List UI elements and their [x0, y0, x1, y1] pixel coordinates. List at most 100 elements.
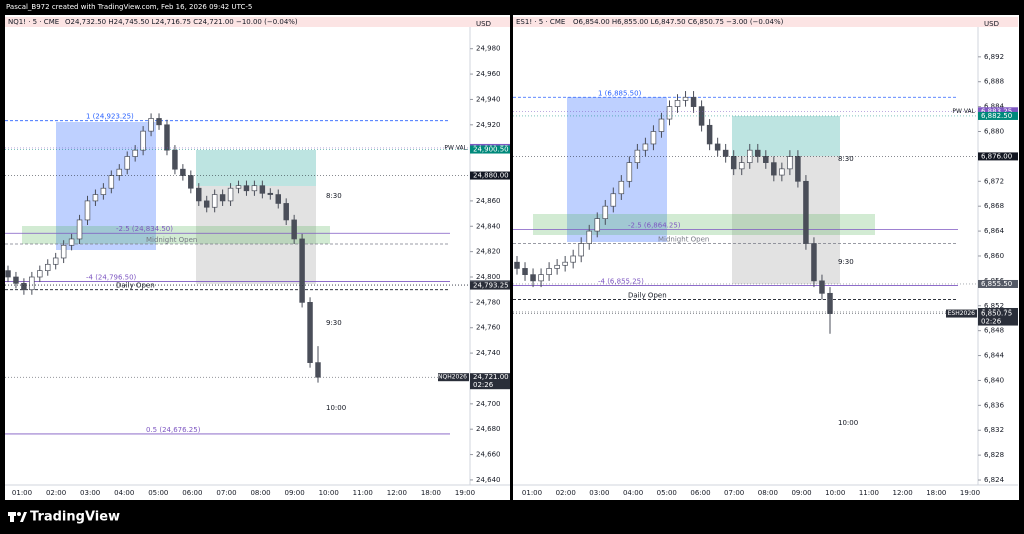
candle-body — [562, 261, 568, 266]
candle-body — [618, 180, 625, 195]
y-tick-label: 6,860 — [984, 252, 1004, 260]
candle-body — [610, 193, 617, 207]
x-tick-label: 04:00 — [623, 489, 643, 497]
candle-body — [554, 264, 560, 269]
candle-body — [827, 292, 833, 314]
y-tick-label: 24,980 — [476, 45, 501, 53]
currency: USD — [984, 20, 999, 28]
candle-body — [594, 218, 601, 232]
y-tick-label: 6,836 — [984, 401, 1005, 409]
credit: Pascal_B972 created with TradingView.com… — [6, 3, 252, 11]
x-tick-label: 08:00 — [758, 489, 778, 497]
y-tick-label: 6,880 — [984, 128, 1004, 136]
candle-body — [578, 243, 584, 257]
header-band — [513, 17, 1018, 27]
x-tick-label: 07:00 — [216, 489, 236, 497]
level-label: -4 (24,796.50) — [86, 273, 137, 281]
candle-body — [116, 168, 123, 176]
symbol: ES1! · 5 · CME — [516, 18, 565, 26]
candle-body — [602, 205, 609, 219]
candle-body — [291, 219, 297, 240]
candle-body — [819, 280, 825, 294]
candle-body — [682, 96, 689, 101]
candle-body — [307, 302, 313, 363]
candle-body — [275, 194, 281, 204]
level-label: -4 (6,855.25) — [598, 278, 644, 286]
x-tick-label: 04:00 — [114, 489, 134, 497]
candle-body — [267, 192, 274, 195]
countdown: 02:26 — [981, 318, 1002, 326]
candle-body — [45, 263, 51, 272]
candle-body — [522, 268, 528, 275]
tag-box — [946, 309, 977, 318]
x-tick-label: 06:00 — [690, 489, 710, 497]
x-tick-label: 06:00 — [182, 489, 202, 497]
price-tag — [978, 152, 1018, 161]
candle-body — [626, 162, 633, 182]
tag-box — [438, 373, 469, 382]
y-tick-label: 6,888 — [984, 78, 1004, 86]
candle-body — [530, 274, 536, 282]
x-tick-label: 01:00 — [12, 489, 32, 497]
y-tick-label: 6,868 — [984, 202, 1004, 210]
candle-body — [203, 200, 210, 208]
level-label: 0.5 (24,676.25) — [146, 426, 201, 434]
zone — [22, 226, 330, 244]
candle-body — [738, 162, 745, 170]
zone — [533, 214, 875, 235]
level-label: 1 (24,923.25) — [86, 113, 134, 121]
candle-body — [5, 270, 11, 278]
candle-body — [787, 156, 793, 170]
x-tick-label: 07:00 — [724, 489, 744, 497]
y-tick-label: 6,848 — [984, 327, 1004, 335]
symbol: NQ1! · 5 · CME — [8, 18, 59, 26]
countdown: 02:26 — [473, 381, 494, 389]
panel-right — [513, 15, 1019, 500]
candle-body — [84, 200, 91, 221]
candle-body — [196, 187, 202, 202]
x-tick-label: 19:00 — [455, 489, 475, 497]
logo-mark — [10, 512, 14, 522]
price-label: 6,882.50 — [981, 112, 1012, 120]
candle-body — [811, 243, 817, 282]
candle-body — [650, 131, 657, 145]
candle-body — [251, 185, 258, 192]
candle-body — [803, 180, 809, 244]
y-tick-label: 24,640 — [476, 476, 501, 484]
price-label: 24,793.25 — [473, 282, 509, 290]
candle-body — [514, 261, 520, 269]
candle-body — [60, 244, 67, 259]
y-tick-label: 24,860 — [476, 197, 501, 205]
candle-body — [227, 187, 234, 202]
logo: TradingView — [8, 510, 120, 525]
tag: NQH2026 — [438, 374, 467, 381]
candle-body — [666, 106, 673, 120]
x-tick-label: 12:00 — [387, 489, 407, 497]
x-tick-label: 19:00 — [960, 489, 980, 497]
y-tick-label: 6,828 — [984, 451, 1004, 459]
price-tag — [978, 107, 1018, 116]
x-tick-label: 10:00 — [319, 489, 339, 497]
y-tick-label: 24,760 — [476, 324, 501, 332]
y-tick-label: 6,852 — [984, 302, 1004, 310]
x-tick-label: 18:00 — [421, 489, 441, 497]
y-tick-label: 24,960 — [476, 70, 501, 78]
price-label: 24,721.00 — [473, 373, 509, 381]
candle-body — [795, 156, 801, 182]
candle-body — [164, 124, 170, 151]
candle-body — [29, 276, 35, 291]
candle-body — [779, 168, 785, 176]
zone — [567, 97, 667, 242]
x-tick-label: 01:00 — [522, 489, 542, 497]
price-tag — [470, 373, 510, 390]
candle-body — [755, 149, 761, 157]
zone — [196, 150, 316, 186]
panel-left — [5, 15, 510, 500]
price-tag — [470, 281, 510, 290]
x-tick-label: 05:00 — [657, 489, 677, 497]
y-tick-label: 24,740 — [476, 349, 501, 357]
y-tick-label: 24,840 — [476, 222, 501, 230]
candle-body — [658, 118, 665, 132]
time-note: 9:30 — [326, 319, 342, 327]
